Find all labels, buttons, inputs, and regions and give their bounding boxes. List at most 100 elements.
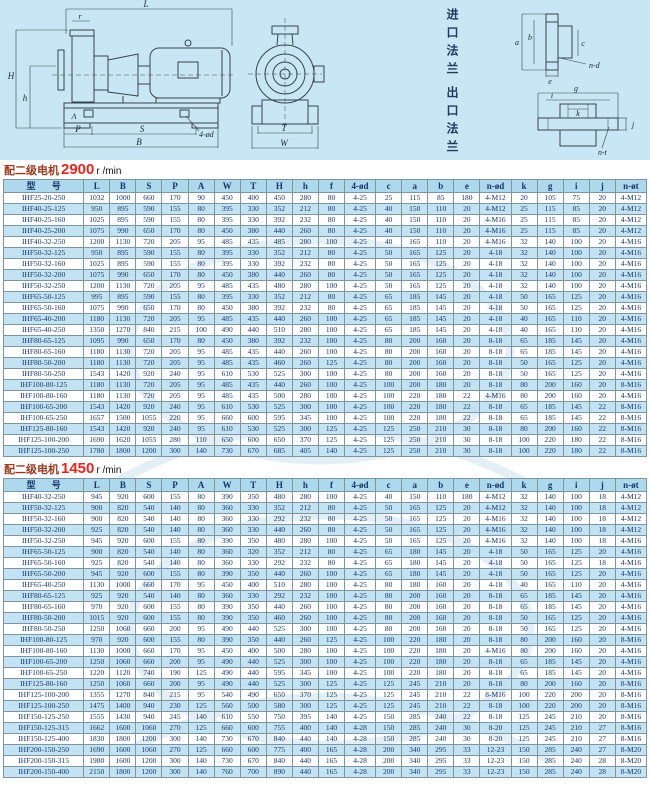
dimension-cell: 155	[161, 291, 189, 303]
dimension-cell: 1250	[83, 656, 111, 668]
dimension-cell: 1000	[109, 579, 137, 591]
dimension-cell: 2150	[83, 766, 111, 778]
dimension-cell: 590	[135, 291, 163, 303]
column-header: W	[213, 478, 241, 492]
dimension-cell: 220	[536, 434, 564, 446]
dim-label-B: B	[136, 137, 142, 147]
dimension-cell: 940	[135, 700, 163, 712]
dimension-cell: 600	[239, 722, 267, 734]
dimension-cell: 820	[109, 524, 137, 536]
dimension-cell: 920	[109, 491, 137, 503]
dimension-cell: 20	[588, 302, 616, 314]
dimension-cell: 100	[317, 612, 346, 624]
dimension-cell: 125	[427, 258, 455, 270]
dimension-cell: 185	[401, 324, 429, 336]
dimension-cell: 440	[265, 225, 293, 237]
dim-label-S: S	[140, 124, 145, 134]
dimension-cell: 80	[187, 258, 215, 270]
dimension-cell: 95	[187, 368, 215, 380]
dimension-cell: 32	[510, 269, 538, 281]
dimension-cell: 40	[510, 579, 538, 591]
column-header: B	[109, 478, 137, 492]
dimension-cell: 1270	[109, 324, 137, 336]
table-row: IHF125-100-200 1690 1620 1055 280 110 650 600 65…	[2, 434, 648, 446]
dimension-cell: 4-25	[344, 346, 377, 358]
dimension-cell: 125	[317, 434, 346, 446]
dimension-cell: 220	[536, 445, 564, 457]
dimension-cell: 900	[83, 502, 111, 514]
dimension-cell: 610	[213, 401, 241, 413]
dimension-cell: 1025	[83, 258, 111, 270]
dimension-cell: 540	[135, 557, 163, 569]
dimension-cell: 200	[161, 678, 189, 690]
dimension-cell: 395	[213, 214, 241, 226]
dimension-cell: 8-M16	[614, 445, 648, 457]
dimension-cell: 4-25	[344, 645, 377, 657]
dimension-cell: 560	[213, 700, 241, 712]
dimension-cell: 1420	[109, 401, 137, 413]
dimension-cell: 80	[510, 634, 538, 646]
column-header: h	[291, 179, 319, 193]
dimension-cell: 20	[588, 546, 616, 558]
dimension-cell: 390	[213, 568, 241, 580]
dimension-cell: 100	[510, 434, 538, 446]
dimension-cell: 400	[239, 579, 267, 591]
dimension-cell: 65	[510, 590, 538, 602]
column-header: T	[239, 179, 267, 193]
model-cell: IHF65-40-250	[2, 579, 85, 591]
dimension-cell: 20	[588, 346, 616, 358]
dimension-cell: 4-M16	[614, 579, 648, 591]
dim-label-r: r	[78, 12, 82, 21]
dimension-cell: 4-25	[344, 711, 377, 723]
dimension-cell: 100	[317, 645, 346, 657]
dimension-cell: 220	[536, 700, 564, 712]
dimension-cell: 20	[453, 546, 481, 558]
dimension-cell: 180	[427, 390, 455, 402]
dimension-cell: 140	[317, 711, 346, 723]
dimension-cell: 660	[135, 579, 163, 591]
dimension-cell: 20	[453, 379, 481, 391]
dimension-cell: 4-M16	[614, 645, 648, 657]
dimension-cell: 18	[588, 513, 616, 525]
dimension-cell: 8-18	[479, 700, 512, 712]
dimension-cell: 390	[213, 634, 241, 646]
dimension-cell: 595	[265, 667, 293, 679]
model-cell: IHF80-65-160	[2, 601, 85, 613]
dimension-cell: 100	[375, 645, 403, 657]
dimension-cell: 40	[375, 214, 403, 226]
dimension-cell: 330	[239, 524, 267, 536]
column-header: L	[83, 179, 111, 193]
dimension-cell: 4-25	[344, 225, 377, 237]
dimension-cell: 600	[135, 491, 163, 503]
dimension-cell: 280	[291, 324, 319, 336]
dimension-cell: 200	[401, 346, 429, 358]
dimension-cell: 245	[401, 678, 429, 690]
dimension-cell: 200	[401, 379, 429, 391]
dimension-cell: 50	[375, 513, 403, 525]
dimension-cell: 1130	[109, 379, 137, 391]
dimension-cell: 1270	[109, 689, 137, 701]
speed-value: 2900	[61, 161, 95, 178]
dimension-cell: 100	[562, 247, 590, 259]
dimension-cell: 185	[536, 335, 564, 347]
dimension-cell: 125	[427, 502, 455, 514]
dimension-cell: 8-M16	[614, 379, 648, 391]
dimension-cell: 600	[135, 634, 163, 646]
dimension-cell: 140	[536, 247, 564, 259]
dimension-cell: 740	[135, 667, 163, 679]
dimension-cell: 280	[291, 535, 319, 547]
column-header: j	[588, 179, 616, 193]
dimension-cell: 480	[265, 535, 293, 547]
dimension-cell: 490	[239, 689, 267, 701]
dim-label-a: a	[515, 38, 519, 47]
dimension-cell: 4-M12	[479, 192, 512, 204]
dimension-cell: 1180	[83, 313, 111, 325]
dimension-cell: 100	[317, 623, 346, 635]
dimension-cell: 155	[161, 612, 189, 624]
dimension-cell: 30	[453, 434, 481, 446]
dimension-cell: 240	[427, 711, 455, 723]
dimension-cell: 590	[135, 214, 163, 226]
dimension-cell: 125	[317, 423, 346, 435]
dimension-cell: 100	[375, 667, 403, 679]
